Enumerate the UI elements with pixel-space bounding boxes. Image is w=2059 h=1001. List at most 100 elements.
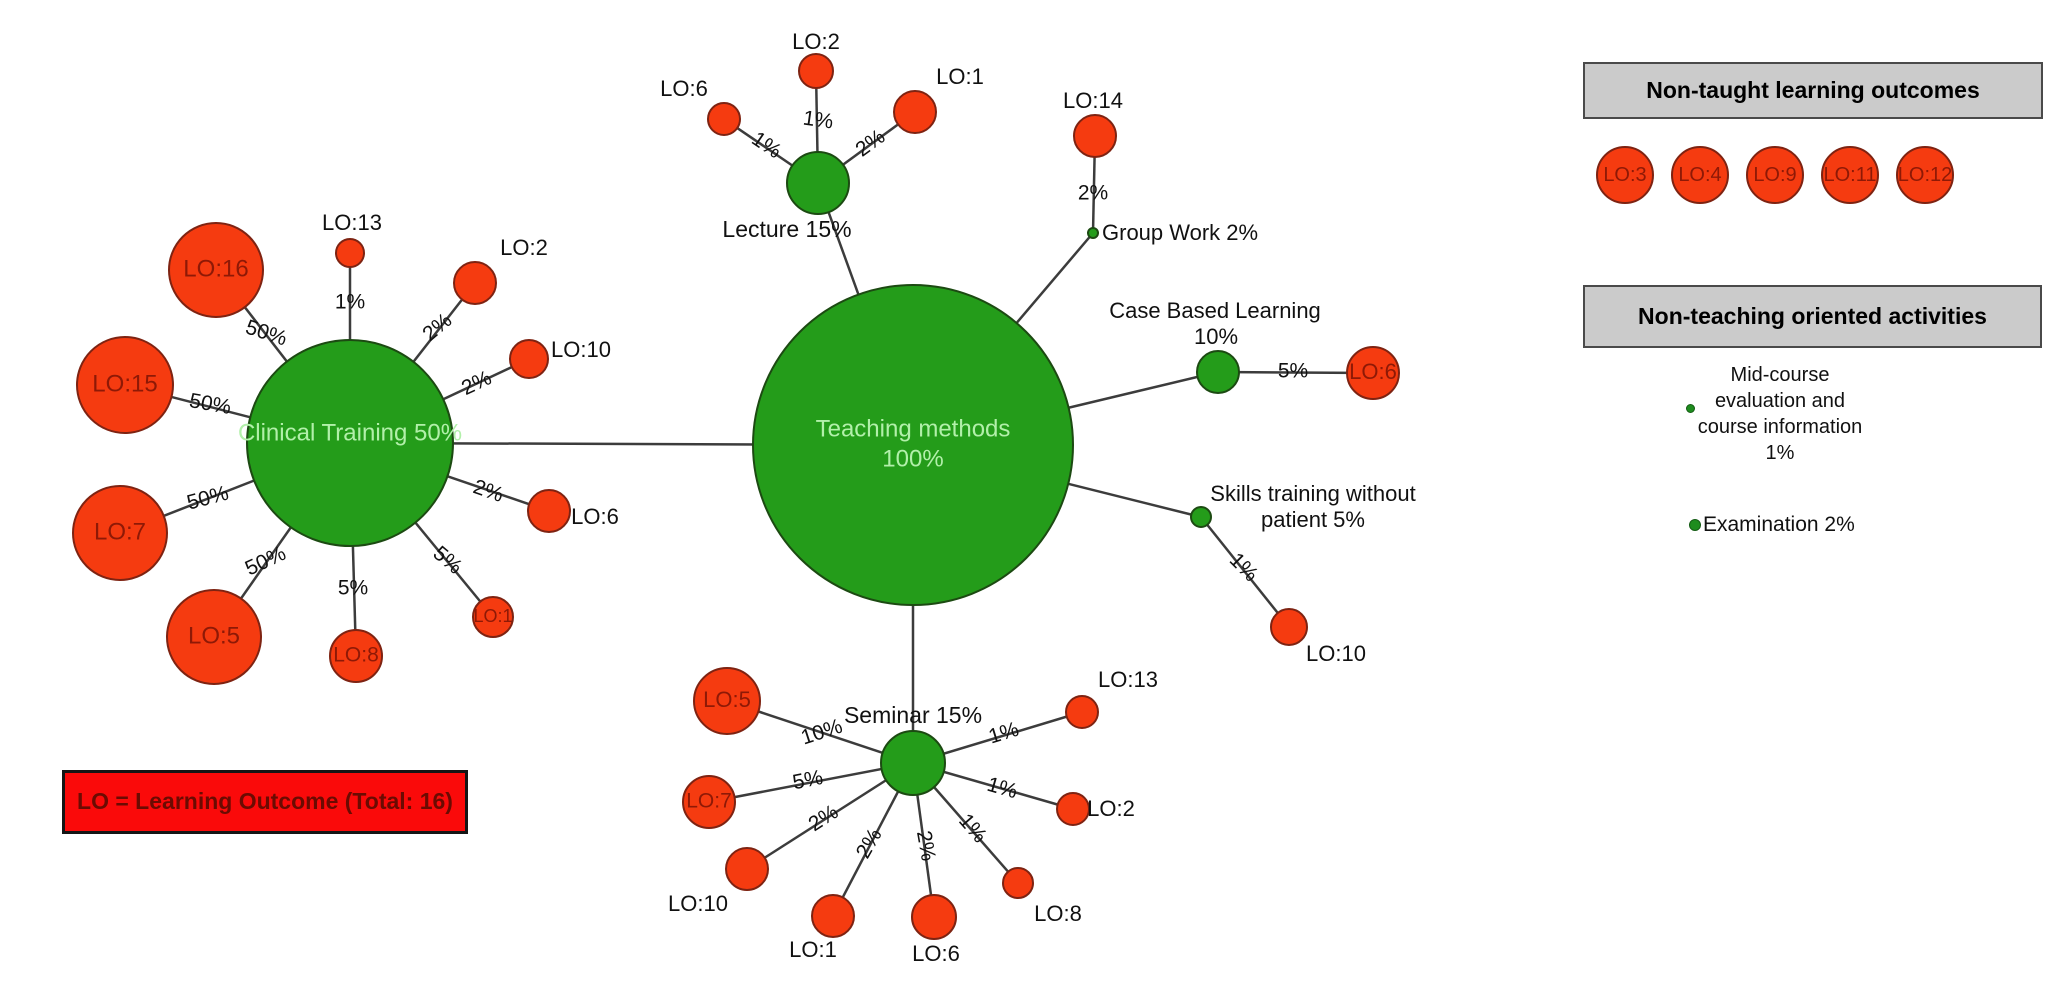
node-cli-lo1 (472, 596, 514, 638)
node-label-cli-lo5: LO:5 (188, 622, 240, 649)
node-name-label: LO:14 (1063, 88, 1123, 113)
node-name-label: LO:2 (500, 235, 548, 260)
node-grp-lo14 (1073, 114, 1117, 158)
edge-label: 50% (243, 316, 290, 351)
legend-non-taught-title: Non-taught learning outcomes (1583, 62, 2043, 119)
node-name-label: Lecture 15% (722, 216, 851, 242)
edge-label: 50% (242, 542, 290, 581)
node-name-label: LO:1 (789, 937, 837, 962)
node-label-cli-lo16: LO:16 (183, 255, 248, 282)
examination-label: Examination 2% (1703, 513, 1855, 536)
node-cli-lo6 (527, 489, 571, 533)
node-cli-lo16 (168, 222, 264, 318)
node-skills-training (1190, 506, 1212, 528)
node-name-label: LO:8 (1034, 901, 1082, 926)
node-name-label: LO:6 (912, 941, 960, 966)
node-label-sem-lo5: LO:5 (703, 687, 751, 712)
edge-label: 5% (1278, 360, 1308, 383)
node-sem-lo8 (1002, 867, 1034, 899)
edge-label: 2% (852, 825, 887, 863)
node-cli-lo15 (76, 336, 174, 434)
edge-seminar-sem-lo7 (708, 761, 914, 804)
node-lec-lo1 (893, 90, 937, 134)
node-case-based-learning (1196, 350, 1240, 394)
node-label-teaching: Teaching methods 100% (816, 415, 1011, 472)
edge-label: 2% (1078, 182, 1108, 205)
node-name-label: LO:6 (571, 504, 619, 529)
node-label-cli-lo1: LO:1 (473, 606, 512, 626)
node-name-label: LO:1 (936, 64, 984, 89)
edge-label: 5% (338, 577, 368, 600)
legend-outcome-lo-3: LO:3 (1596, 146, 1654, 204)
legend-non-taught-outcomes: LO:3 LO:4 LO:9 LO:11 LO:12 (1596, 146, 1954, 204)
node-lec-lo2 (798, 53, 834, 89)
edge-label: 50% (187, 389, 232, 419)
node-cli-lo10 (509, 339, 549, 379)
edge-label: 10% (1194, 324, 1238, 349)
node-group-work (1087, 227, 1099, 239)
node-name-label: LO:10 (668, 891, 728, 916)
legend-outcome-lo-9: LO:9 (1746, 146, 1804, 204)
node-name-label: LO:10 (1306, 641, 1366, 666)
node-cli-lo2 (453, 261, 497, 305)
node-cli-lo7 (72, 485, 168, 581)
node-sem-lo13 (1065, 695, 1099, 729)
edge-label: 50% (184, 482, 231, 515)
node-lec-lo6 (707, 102, 741, 136)
node-name-label: patient 5% (1261, 507, 1365, 532)
node-skl-lo10 (1270, 608, 1308, 646)
edge-skills-training-skl-lo10 (1200, 516, 1290, 628)
edge-label: 2% (851, 125, 889, 161)
edge-label: 2% (458, 366, 495, 400)
node-name-label: LO:10 (551, 337, 611, 362)
edge-label: 2% (804, 800, 842, 836)
edge-label: 2% (912, 829, 940, 863)
node-name-label: LO:13 (322, 210, 382, 235)
node-name-label: Case Based Learning (1109, 298, 1321, 323)
node-clinical (246, 339, 454, 547)
edge-label: 1% (802, 107, 835, 134)
node-label-cli-lo7: LO:7 (94, 518, 146, 545)
node-cli-lo8 (329, 629, 383, 683)
node-name-label: LO:2 (1087, 796, 1135, 821)
edge-label: 1% (335, 291, 365, 314)
legend-non-teaching-title: Non-teaching oriented activities (1583, 285, 2042, 348)
node-sem-lo1 (811, 894, 855, 938)
node-label-cbl-lo6: LO:6 (1349, 359, 1397, 384)
node-label-cli-lo15: LO:15 (92, 370, 157, 397)
node-seminar (880, 730, 946, 796)
node-name-label: LO:13 (1098, 667, 1158, 692)
node-sem-lo10 (725, 847, 769, 891)
edge-label: 5% (791, 766, 825, 794)
examination-dot-icon (1689, 519, 1701, 531)
node-teaching (752, 284, 1074, 606)
node-sem-lo5 (693, 667, 761, 735)
node-label-clinical: Clinical Training 50% (238, 419, 462, 446)
node-name-label: Group Work 2% (1102, 220, 1258, 245)
legend-outcome-lo-12: LO:12 (1896, 146, 1954, 204)
node-sem-lo6 (911, 894, 957, 940)
midcourse-dot-icon (1686, 404, 1695, 413)
node-sem-lo2 (1056, 792, 1090, 826)
node-name-label: Skills training without (1210, 481, 1415, 506)
edge-label: 1% (986, 718, 1022, 749)
node-name-label: LO:6 (660, 76, 708, 101)
node-name-label: Seminar 15% (844, 702, 982, 728)
lo-definition-note: LO = Learning Outcome (Total: 16) (62, 770, 468, 834)
edge-label: 1% (985, 773, 1021, 803)
edge-label: 10% (798, 715, 845, 750)
node-label-sem-lo7: LO:7 (686, 790, 732, 813)
node-label-cli-lo8: LO:8 (333, 644, 379, 667)
edge-label: 2% (470, 475, 506, 507)
node-lecture (786, 151, 850, 215)
node-cli-lo5 (166, 589, 262, 685)
node-cbl-lo6 (1346, 346, 1400, 400)
node-cli-lo13 (335, 238, 365, 268)
node-sem-lo7 (682, 775, 736, 829)
legend-outcome-lo-4: LO:4 (1671, 146, 1729, 204)
node-name-label: LO:2 (792, 29, 840, 54)
midcourse-label: Mid-course evaluation and course informa… (1697, 364, 1863, 464)
legend-outcome-lo-11: LO:11 (1821, 146, 1879, 204)
